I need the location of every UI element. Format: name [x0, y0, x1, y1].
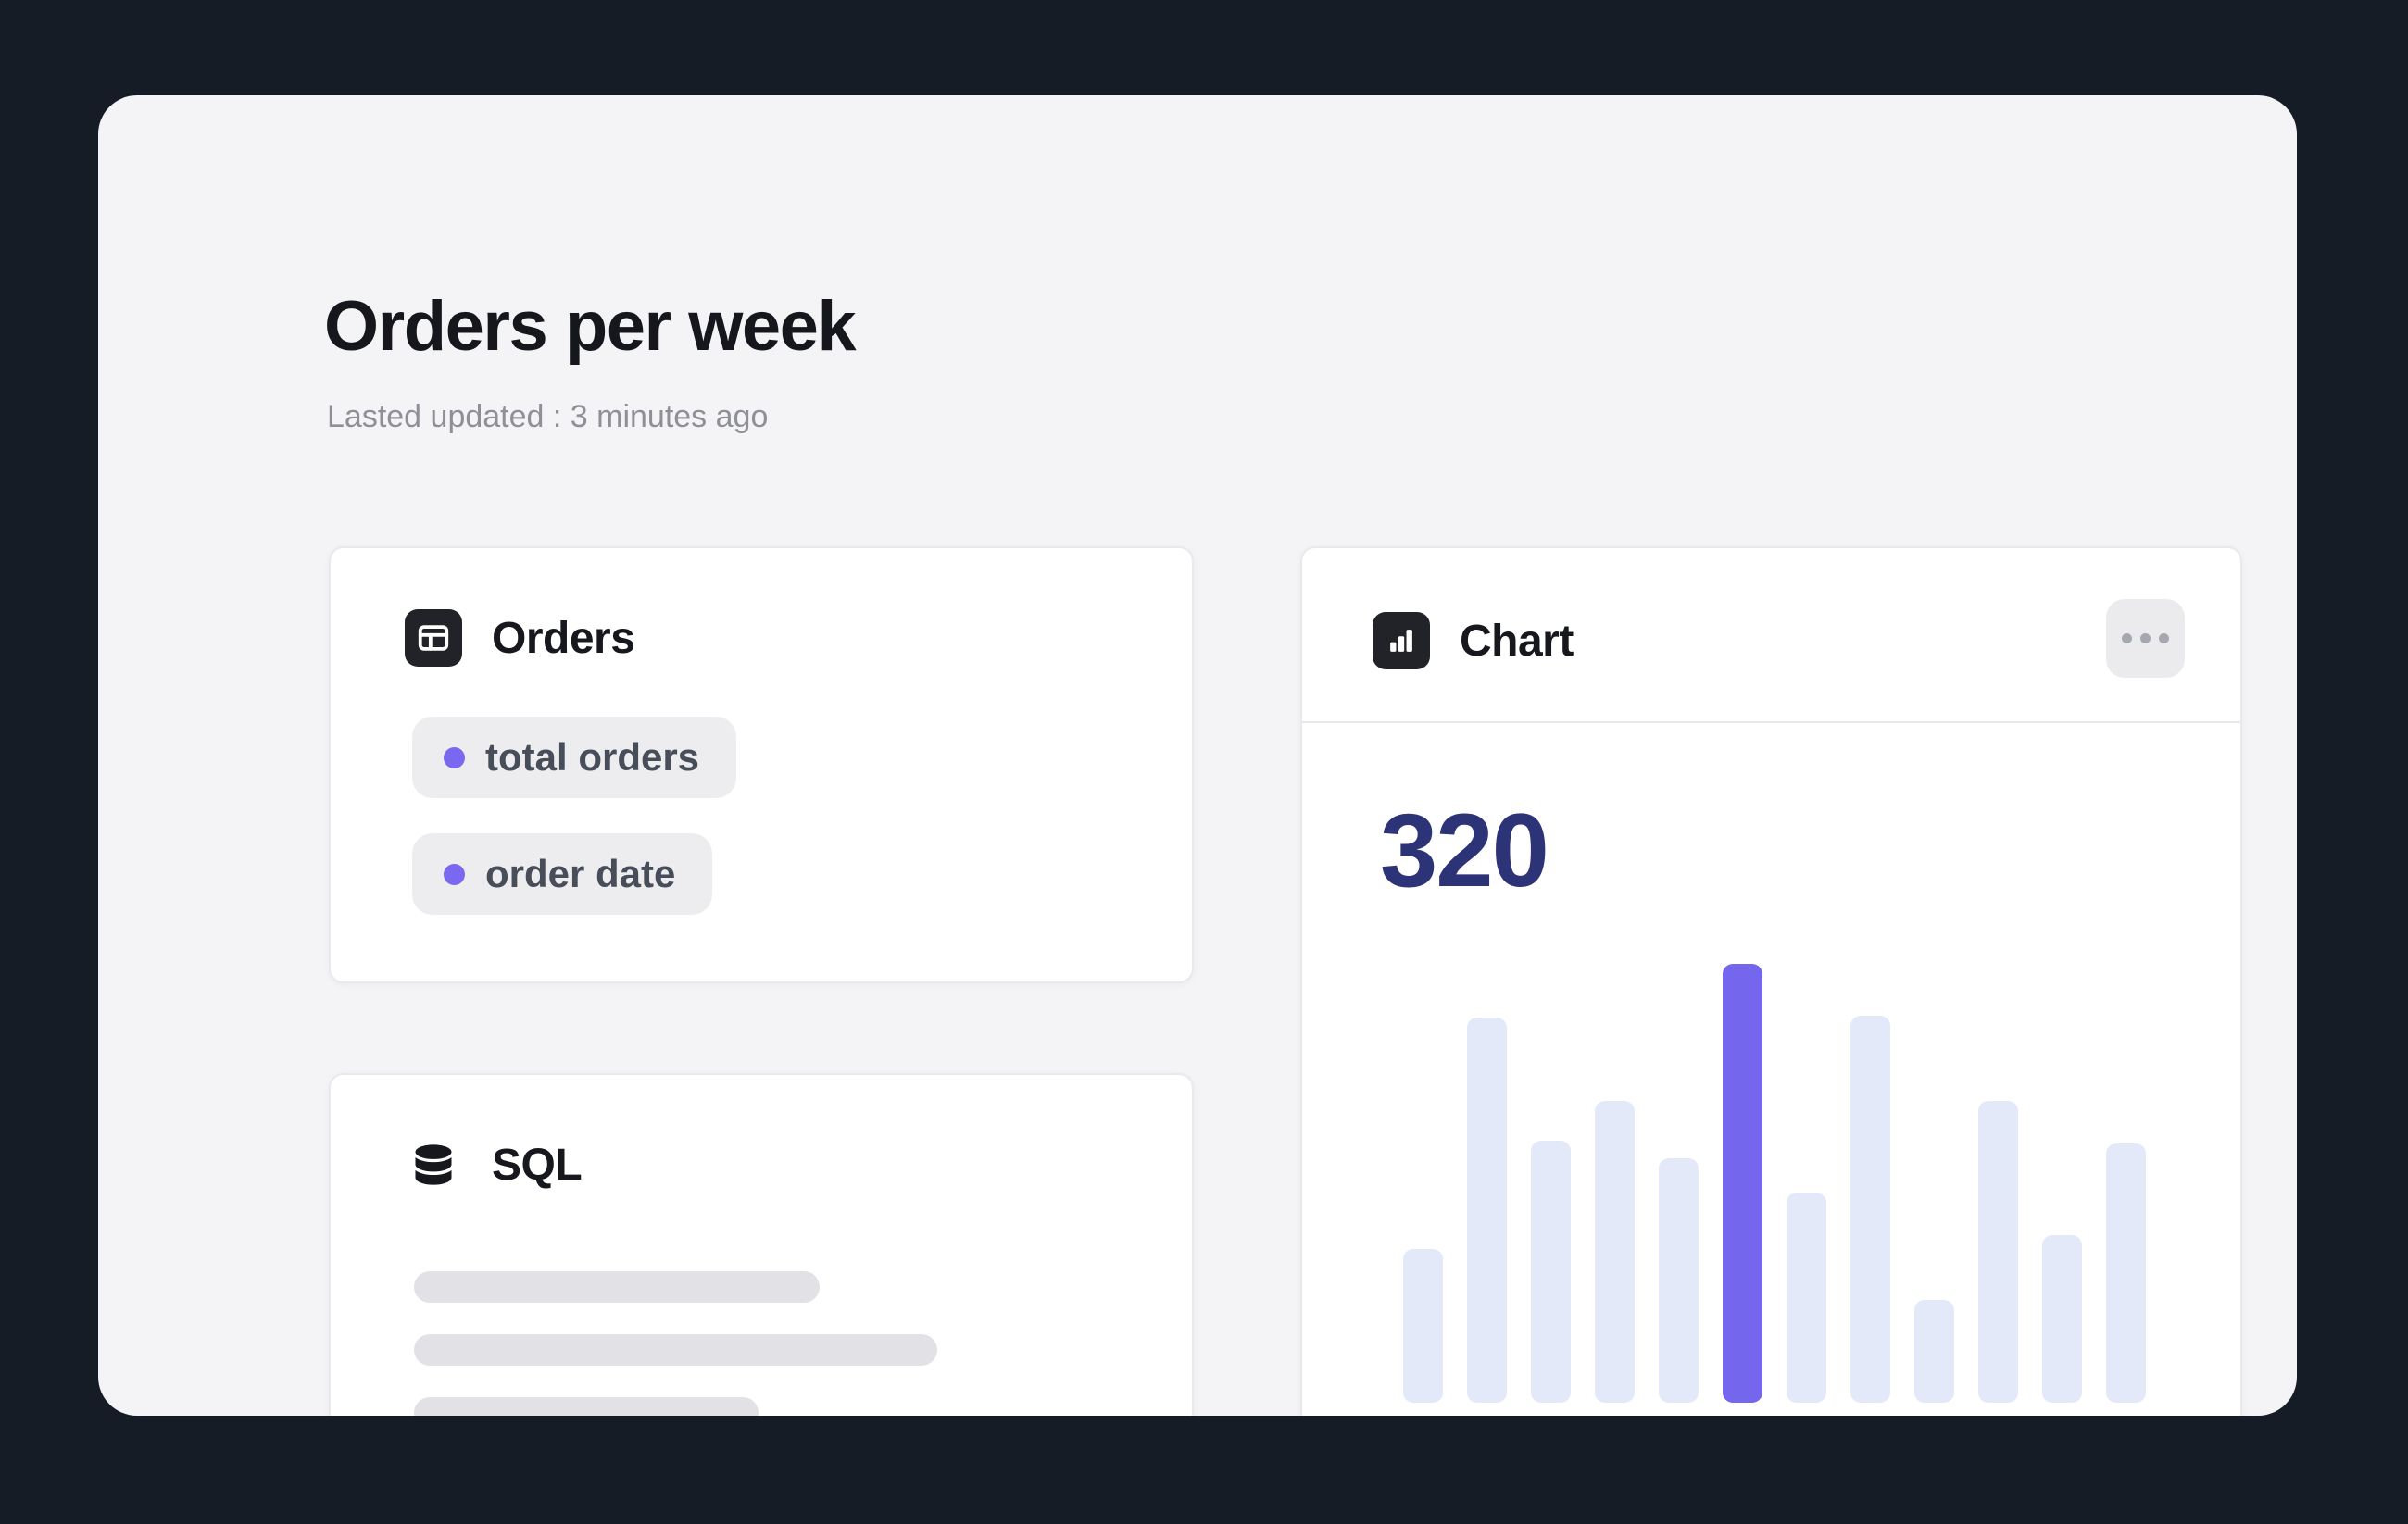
sql-skeleton-line [414, 1271, 820, 1303]
chart-bar [1403, 1249, 1443, 1403]
last-updated-text: Lasted updated : 3 minutes ago [327, 399, 769, 434]
chart-card-header: Chart [1373, 612, 1574, 669]
chart-card: Chart 320 [1300, 546, 2242, 1416]
field-dot-icon [444, 746, 465, 768]
bar-chart [1403, 958, 2146, 1403]
field-chip-label: total orders [485, 735, 700, 779]
chart-bar [1850, 1016, 1890, 1403]
field-dot-icon [444, 863, 465, 885]
field-chip-total-orders[interactable]: total orders [412, 717, 737, 798]
chart-bar [1659, 1158, 1699, 1403]
page-title: Orders per week [324, 287, 857, 366]
sql-card: SQL [329, 1073, 1194, 1416]
sql-card-title: SQL [492, 1140, 583, 1190]
chart-menu-button[interactable] [2106, 599, 2185, 678]
database-icon [405, 1136, 462, 1193]
bar-chart-icon [1373, 612, 1430, 669]
chart-bar [1531, 1141, 1571, 1403]
sql-skeleton-line [414, 1397, 759, 1416]
sql-skeleton-line [414, 1334, 937, 1366]
orders-card-header: Orders [405, 609, 635, 667]
chart-bar [1787, 1193, 1826, 1403]
chart-bar [1978, 1101, 2018, 1403]
ellipsis-icon [2122, 633, 2169, 643]
chart-current-value: 320 [1380, 793, 1549, 908]
dashboard-board: Orders per week Lasted updated : 3 minut… [98, 95, 2297, 1416]
field-chip-order-date[interactable]: order date [412, 833, 713, 915]
field-chip-label: order date [485, 852, 676, 895]
chart-bar [2106, 1143, 2146, 1403]
chart-header-divider [1302, 721, 2240, 723]
sql-card-header: SQL [405, 1136, 583, 1193]
chart-bar [1595, 1101, 1635, 1403]
chart-bar [1914, 1300, 1954, 1403]
table-icon [405, 609, 462, 667]
chart-bar-highlighted [1723, 964, 1762, 1403]
chart-bar [2042, 1235, 2082, 1403]
chart-bar [1467, 1018, 1507, 1403]
chart-card-title: Chart [1460, 616, 1574, 666]
orders-card-title: Orders [492, 613, 635, 663]
orders-card: Orders total orders order date [329, 546, 1194, 983]
